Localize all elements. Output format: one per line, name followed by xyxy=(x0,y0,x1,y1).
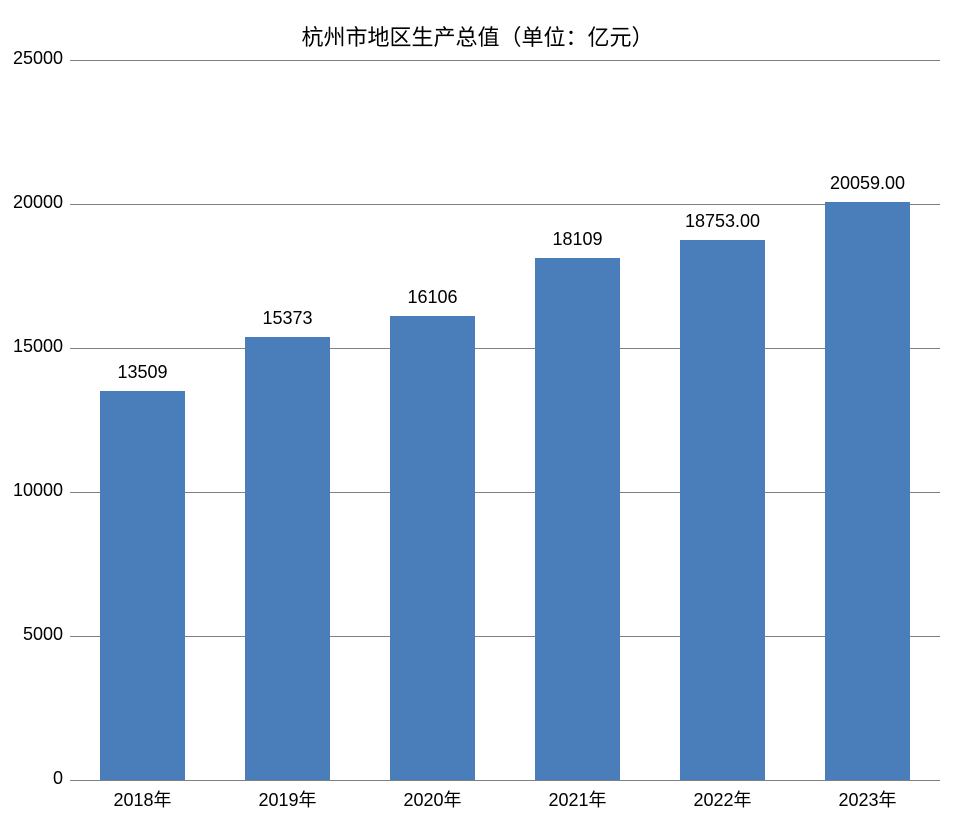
bar-value-label: 13509 xyxy=(70,362,215,383)
y-tick-label: 20000 xyxy=(5,192,63,213)
y-tick-label: 15000 xyxy=(5,336,63,357)
bar-value-label: 18753.00 xyxy=(650,211,795,232)
x-tick-label: 2019年 xyxy=(215,786,360,812)
bar-value-label: 16106 xyxy=(360,287,505,308)
bar-value-label: 18109 xyxy=(505,229,650,250)
bar-group: 20059.00 xyxy=(795,60,940,780)
bar-value-label: 20059.00 xyxy=(795,173,940,194)
bar-group: 13509 xyxy=(70,60,215,780)
x-tick-label: 2018年 xyxy=(70,786,215,812)
bar xyxy=(825,202,909,780)
y-tick-label: 5000 xyxy=(5,624,63,645)
bar xyxy=(680,240,764,780)
y-tick-label: 25000 xyxy=(5,48,63,69)
bar xyxy=(100,391,184,780)
bar xyxy=(390,316,474,780)
x-tick-label: 2022年 xyxy=(650,786,795,812)
x-tick-label: 2020年 xyxy=(360,786,505,812)
y-tick-label: 0 xyxy=(5,768,63,789)
chart-title: 杭州市地区生产总值（单位：亿元） xyxy=(0,20,955,52)
x-tick-label: 2021年 xyxy=(505,786,650,812)
bar-value-label: 15373 xyxy=(215,308,360,329)
bar-group: 15373 xyxy=(215,60,360,780)
bar-group: 18109 xyxy=(505,60,650,780)
y-tick-label: 10000 xyxy=(5,480,63,501)
x-tick-label: 2023年 xyxy=(795,786,940,812)
gdp-bar-chart: 杭州市地区生产总值（单位：亿元） 05000100001500020000250… xyxy=(0,0,955,838)
plot-area: 0500010000150002000025000135092018年15373… xyxy=(70,60,940,780)
bar xyxy=(535,258,619,780)
bar xyxy=(245,337,329,780)
gridline xyxy=(70,780,940,781)
bar-group: 16106 xyxy=(360,60,505,780)
bar-group: 18753.00 xyxy=(650,60,795,780)
